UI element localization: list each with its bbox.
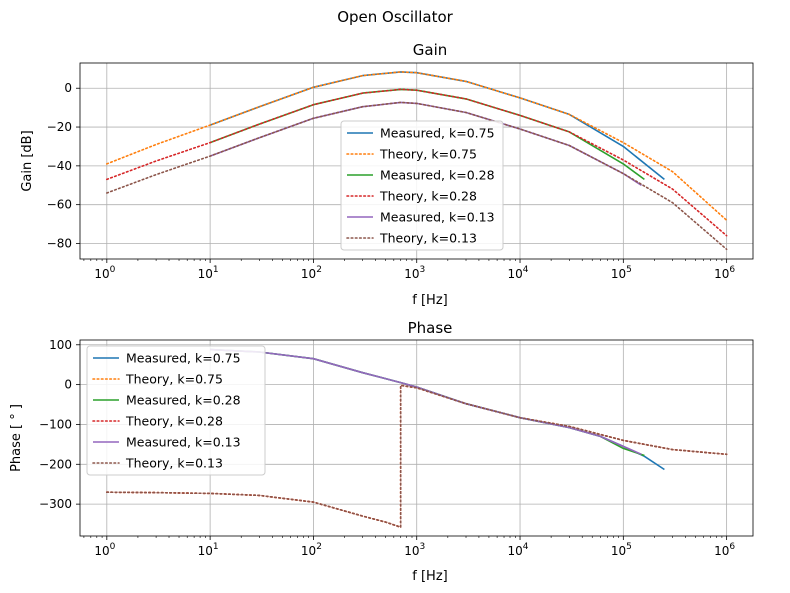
gain-legend-box	[340, 120, 504, 251]
phase-ytick-label: 0	[64, 378, 72, 392]
phase-xtick-label: 103	[404, 542, 425, 558]
phase-ytick-label: −200	[39, 457, 72, 471]
gain-ytick-label: −20	[47, 120, 72, 134]
gain-ytick-label: −60	[47, 198, 72, 212]
phase-legend-label: Theory, k=0.13	[125, 456, 223, 471]
gain-legend-label: Measured, k=0.75	[380, 126, 495, 141]
gain-xtick-label: 105	[611, 265, 632, 281]
gain-xtick-label: 100	[94, 265, 115, 281]
gain-xtick-label: 101	[198, 265, 219, 281]
gain-ytick-label: 0	[64, 81, 72, 95]
phase-ylabel: Phase [ ° ]	[9, 404, 24, 472]
phase-xtick-label: 106	[714, 542, 735, 558]
gain-legend-label: Theory, k=0.13	[379, 231, 477, 246]
gain-title: Gain	[413, 41, 448, 59]
phase-xtick-label: 102	[301, 542, 322, 558]
phase-series-line	[210, 348, 665, 471]
phase-legend: Measured, k=0.75 Theory, k=0.75 Measured, …	[86, 345, 266, 476]
gain-lines	[106, 71, 728, 251]
gain-subplot: Gain 100 101 102 103 104 105 1060−20−40−60−80 …	[20, 41, 754, 308]
phase-ticks: 100 101 102 103 104 105 106 100 0 −100 −200 −300	[39, 338, 735, 558]
gain-legend-label: Measured, k=0.28	[380, 168, 495, 183]
gain-series-line	[106, 71, 728, 221]
phase-xtick-label: 100	[94, 542, 115, 558]
phase-ytick-label: −100	[39, 417, 72, 431]
phase-xtick-label: 105	[611, 542, 632, 558]
gain-ytick-label: −80	[47, 236, 72, 250]
phase-subplot: Phase 100 101 102 103 104 105 106 100 0 −100 −200 −…	[9, 319, 754, 584]
phase-legend-box	[86, 345, 266, 476]
phase-legend-label: Measured, k=0.28	[126, 393, 241, 408]
phase-ytick-label: 100	[49, 338, 72, 352]
gain-xtick-label: 104	[508, 265, 529, 281]
phase-series-line	[106, 384, 728, 529]
phase-xtick-label: 101	[198, 542, 219, 558]
gain-xtick-label: 102	[301, 265, 322, 281]
phase-series-line	[210, 348, 642, 456]
gain-legend-label: Theory, k=0.28	[379, 189, 477, 204]
phase-xlabel: f [Hz]	[412, 569, 447, 584]
gain-xtick-label: 106	[714, 265, 735, 281]
phase-lines	[106, 348, 728, 529]
phase-xtick-label: 104	[508, 542, 529, 558]
gain-series-line	[106, 88, 728, 237]
phase-legend-label: Measured, k=0.75	[126, 351, 241, 366]
gain-series-line	[106, 101, 728, 251]
gain-ylabel: Gain [dB]	[20, 130, 35, 191]
figure-suptitle: Open Oscillator	[337, 8, 453, 26]
phase-series-line	[210, 348, 645, 457]
phase-legend-label: Measured, k=0.13	[126, 435, 241, 450]
gain-ticks: 100 101 102 103 104 105 106 0 −20 −40 −60 −80	[47, 81, 736, 281]
gain-legend: Measured, k=0.75 Theory, k=0.75 Measured, …	[340, 120, 504, 251]
phase-legend-label: Theory, k=0.28	[125, 414, 223, 429]
gain-legend-label: Theory, k=0.75	[379, 147, 477, 162]
gain-ytick-label: −40	[47, 159, 72, 173]
phase-title: Phase	[408, 319, 453, 337]
phase-legend-label: Theory, k=0.75	[125, 372, 223, 387]
gain-xtick-label: 103	[404, 265, 425, 281]
gain-xlabel: f [Hz]	[412, 293, 447, 308]
gain-legend-label: Measured, k=0.13	[380, 210, 495, 225]
phase-ytick-label: −300	[39, 497, 72, 511]
